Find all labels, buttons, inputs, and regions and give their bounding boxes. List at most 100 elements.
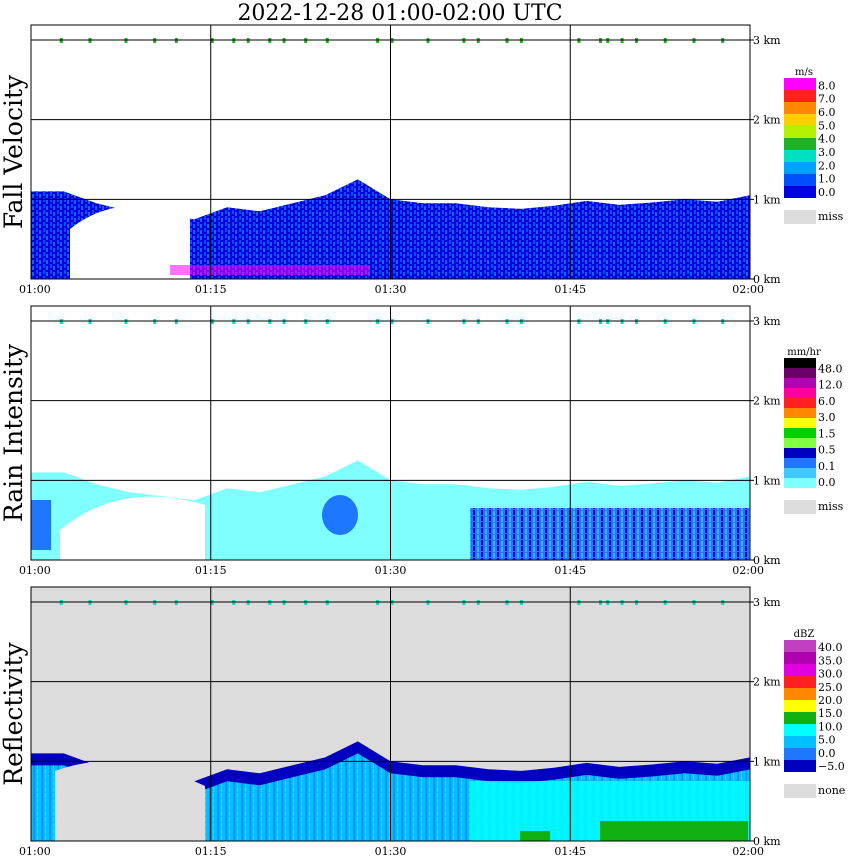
colorbar-level-label: 15.0 — [818, 707, 843, 720]
x-tick-label: 02:00 — [732, 564, 764, 577]
fall-velocity-panel: 01:00 01:15 01:30 01:45 02:000 km 1 km 2 km 3 k… — [0, 24, 844, 296]
colorbar-swatch — [784, 652, 816, 664]
colorbar-swatch — [784, 138, 816, 150]
y-tick-label: 2 km — [753, 395, 781, 408]
y-tick-label: 0 km — [753, 273, 781, 286]
colorbar-level-label: 7.0 — [818, 93, 836, 106]
y-tick-label: 2 km — [753, 676, 781, 689]
colorbar-level-label: 6.0 — [818, 395, 836, 408]
colorbar-level-label: 4.0 — [818, 133, 836, 146]
colorbar-swatch — [784, 388, 816, 398]
colorbar-swatch — [784, 700, 816, 712]
colorbar-miss-swatch — [784, 500, 816, 514]
colorbar-swatch — [784, 760, 816, 772]
y-tick-label: 3 km — [753, 315, 781, 328]
x-tick-label: 01:00 — [19, 283, 51, 296]
colorbar-swatch — [784, 398, 816, 408]
colorbar-swatch — [784, 438, 816, 448]
colorbar-swatch — [784, 724, 816, 736]
y-tick-label: 3 km — [753, 596, 781, 609]
colorbar-level-label: 20.0 — [818, 694, 843, 707]
y-tick-label: 1 km — [753, 474, 781, 487]
colorbar-swatch — [784, 468, 816, 478]
colorbar-miss-swatch — [784, 210, 816, 224]
reflectivity-panel: 01:00 01:15 01:30 01:45 02:000 km 1 km 2 km 3 k… — [0, 586, 845, 858]
x-tick-label: 01:45 — [554, 564, 586, 577]
echo-gap — [55, 761, 205, 841]
colorbar-unit: mm/hr — [787, 347, 821, 358]
x-tick-label: 01:00 — [19, 564, 51, 577]
panel-ylabel: Reflectivity — [0, 641, 28, 785]
colorbar-swatch — [784, 78, 816, 90]
colorbar-swatch — [784, 448, 816, 458]
colorbar-unit: dBZ — [794, 629, 815, 640]
colorbar-swatch — [784, 736, 816, 748]
reflectivity-high-core — [520, 831, 550, 841]
panel-ylabel: Rain Intensity — [0, 343, 28, 522]
colorbar-level-label: 48.0 — [818, 362, 843, 375]
colorbar-swatch — [784, 640, 816, 652]
x-tick-label: 01:45 — [554, 283, 586, 296]
high-velocity-streak — [170, 265, 370, 275]
chart-title: 2022-12-28 01:00-02:00 UTC — [237, 1, 563, 26]
colorbar-swatch — [784, 712, 816, 724]
colorbar-swatch — [784, 676, 816, 688]
echo-gap — [60, 496, 205, 560]
rain-intensity-panel: 01:00 01:15 01:30 01:45 02:000 km 1 km 2 km 3 k… — [0, 305, 844, 577]
y-tick-label: 1 km — [753, 755, 781, 768]
x-tick-label: 02:00 — [732, 283, 764, 296]
plot-frame — [30, 24, 751, 280]
colorbar-swatch — [784, 408, 816, 418]
y-tick-label: 0 km — [753, 554, 781, 567]
colorbar-swatch — [784, 748, 816, 760]
x-tick-label: 01:15 — [195, 845, 227, 858]
colorbar-swatch — [784, 368, 816, 378]
colorbar-level-label: 12.0 — [818, 379, 843, 392]
colorbar-swatch — [784, 162, 816, 174]
rain-intensity-heavy — [470, 508, 750, 560]
plot-frame — [30, 586, 751, 842]
colorbar-miss-label: miss — [818, 210, 844, 223]
colorbar-level-label: 0.0 — [818, 186, 836, 199]
y-tick-label: 3 km — [753, 34, 781, 47]
colorbar-level-label: −5.0 — [818, 760, 845, 773]
x-tick-label: 02:00 — [732, 845, 764, 858]
x-tick-label: 01:15 — [195, 564, 227, 577]
colorbar-swatch — [784, 150, 816, 162]
x-tick-label: 01:00 — [19, 845, 51, 858]
colorbar-swatch — [784, 664, 816, 676]
colorbar-level-label: 0.1 — [818, 460, 836, 473]
colorbar-level-label: 8.0 — [818, 79, 836, 92]
colorbar-swatch — [784, 358, 816, 368]
x-tick-label: 01:15 — [195, 283, 227, 296]
colorbar-swatch — [784, 114, 816, 126]
colorbar-level-label: 40.0 — [818, 641, 843, 654]
reflectivity-high-core — [600, 821, 748, 841]
echo-gap — [70, 206, 190, 279]
colorbar-level-label: 6.0 — [818, 106, 836, 119]
y-tick-label: 2 km — [753, 114, 781, 127]
colorbar-miss-label: miss — [818, 500, 844, 513]
colorbar-level-label: 35.0 — [818, 654, 843, 667]
x-tick-label: 01:45 — [554, 845, 586, 858]
colorbar-swatch — [784, 90, 816, 102]
x-tick-label: 01:30 — [375, 845, 407, 858]
x-tick-label: 01:30 — [375, 564, 407, 577]
y-tick-label: 0 km — [753, 835, 781, 848]
colorbar-level-label: 0.0 — [818, 476, 836, 489]
colorbar-level-label: 30.0 — [818, 668, 843, 681]
colorbar-level-label: 1.0 — [818, 173, 836, 186]
rain-intensity-cell — [31, 500, 51, 550]
colorbar-level-label: 5.0 — [818, 734, 836, 747]
colorbar-swatch — [784, 126, 816, 138]
colorbar-level-label: 0.0 — [818, 747, 836, 760]
colorbar-level-label: 1.5 — [818, 427, 836, 440]
colorbar-level-label: 3.0 — [818, 146, 836, 159]
colorbar-unit: m/s — [795, 67, 813, 78]
colorbar-level-label: 2.0 — [818, 159, 836, 172]
colorbar-swatch — [784, 186, 816, 198]
y-tick-label: 1 km — [753, 193, 781, 206]
x-tick-label: 01:30 — [375, 283, 407, 296]
rain-intensity-cell — [322, 495, 358, 535]
